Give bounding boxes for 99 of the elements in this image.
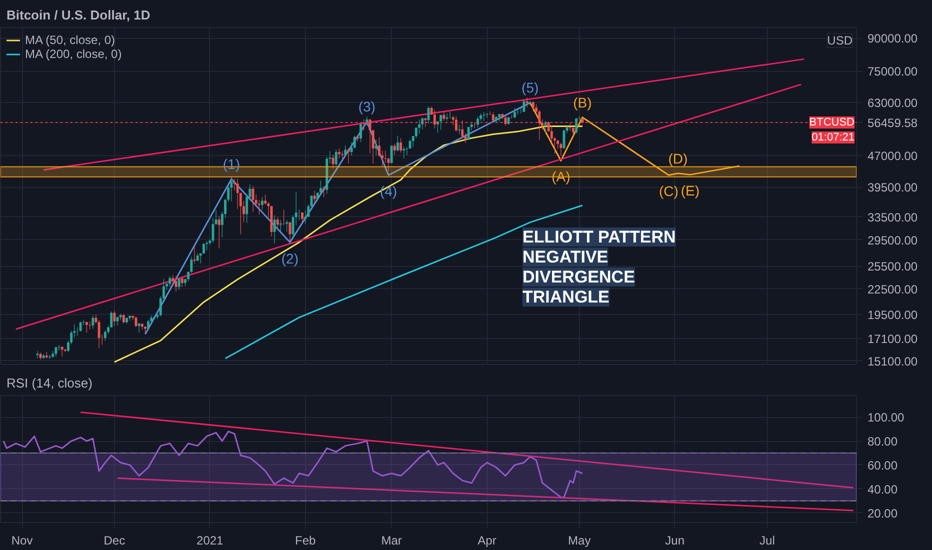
candlestick: [54, 346, 58, 358]
candlestick: [421, 117, 424, 130]
candlestick: [347, 148, 350, 164]
candlestick: [113, 310, 116, 326]
candlestick: [60, 346, 64, 358]
y-tick-label: 33500.00: [868, 210, 918, 224]
candlestick: [138, 322, 140, 333]
candlestick: [79, 320, 82, 332]
candlestick: [393, 143, 396, 156]
annotation: (2): [281, 250, 299, 266]
y-tick-label: 100.00: [868, 410, 905, 425]
candlestick: [334, 149, 338, 167]
annotation: 01:07:21: [812, 132, 855, 144]
candlestick: [92, 315, 94, 330]
line-series: [2, 430, 584, 498]
candlestick: [288, 222, 292, 242]
candlestick: [458, 124, 461, 134]
candlestick: [454, 116, 458, 132]
x-tick-label: Mar: [381, 534, 402, 548]
candlestick: [260, 196, 264, 210]
y-tick-label: 80.00: [868, 434, 898, 449]
y-tick-label: 20.00: [868, 506, 898, 520]
annotation: (C): [658, 183, 678, 200]
candlestick: [206, 240, 208, 251]
candlestick: [433, 109, 436, 129]
candlestick: [400, 138, 402, 153]
y-tick-label: 25500.00: [868, 260, 918, 274]
candlestick: [279, 220, 282, 232]
candlestick: [313, 190, 316, 204]
y-tick-label: 15100.00: [868, 354, 918, 368]
annotation: NEGATIVE: [522, 248, 608, 266]
x-tick-label: May: [568, 534, 591, 548]
annotation: (E): [680, 182, 700, 199]
annotation: (3): [358, 98, 376, 115]
candlestick: [85, 321, 88, 334]
candlestick: [440, 114, 442, 130]
candlestick: [504, 115, 507, 126]
candlestick: [322, 186, 326, 198]
y-tick-label: 39500.00: [868, 180, 918, 195]
annotation: (4): [380, 183, 398, 200]
candlestick: [276, 216, 279, 229]
candlestick: [168, 276, 172, 288]
candlestick: [418, 119, 420, 134]
candlestick: [122, 314, 125, 324]
candlestick: [442, 111, 446, 122]
candlestick: [36, 350, 39, 359]
candlestick: [532, 100, 534, 112]
candlestick: [402, 146, 406, 159]
x-tick-label: Feb: [294, 534, 316, 548]
annotation: (5): [522, 80, 539, 96]
y-tick-label: 56459.58: [868, 116, 918, 130]
candlestick: [513, 108, 516, 118]
y-tick-label: 75000.00: [868, 64, 918, 79]
y-tick-label: 29500.00: [868, 233, 918, 248]
legend-label: MA (200, close, 0): [25, 47, 122, 61]
candlestick: [461, 120, 464, 139]
candlestick: [218, 216, 220, 249]
y-tick-label: 19500.00: [868, 308, 918, 322]
candlestick: [467, 126, 470, 140]
x-tick-label: Nov: [11, 534, 33, 548]
candlestick: [575, 118, 578, 134]
legend-label: MA (50, close, 0): [25, 33, 116, 47]
candlestick: [273, 214, 276, 244]
candlestick: [180, 276, 184, 288]
candlestick: [390, 145, 393, 164]
candlestick: [374, 139, 378, 156]
y-axis-title: USD: [827, 34, 853, 48]
ref-line-label: BTCUSD: [809, 116, 855, 128]
candlestick: [147, 320, 150, 330]
candlestick: [360, 122, 362, 142]
candlestick: [560, 142, 562, 156]
chart-title: RSI (14, close): [6, 376, 92, 390]
x-tick-label: Jun: [665, 534, 685, 548]
candlestick: [338, 148, 340, 159]
candlestick: [572, 126, 574, 136]
annotation: (B): [573, 94, 592, 110]
candlestick: [332, 154, 334, 169]
annotation: ELLIOTT PATTERN: [522, 228, 676, 246]
chart-title: Bitcoin / U.S. Dollar, 1D: [6, 8, 150, 22]
y-tick-label: 60.00: [868, 458, 898, 472]
x-tick-label: Apr: [478, 534, 496, 548]
annotation: (D): [668, 150, 688, 166]
annotation: DIVERGENCE: [522, 268, 635, 286]
y-tick-label: 40.00: [868, 482, 898, 496]
annotation: TRIANGLE: [522, 288, 610, 306]
y-tick-label: 90000.00: [868, 32, 918, 46]
candlestick: [236, 178, 239, 210]
x-tick-label: Dec: [104, 534, 126, 548]
candlestick: [58, 344, 60, 351]
candlestick: [396, 135, 399, 152]
y-tick-label: 63000.00: [868, 96, 918, 110]
y-tick-label: 17100.00: [868, 332, 918, 346]
y-tick-label: 22500.00: [868, 282, 918, 296]
x-tick-label: 2021: [196, 534, 224, 548]
candlestick: [230, 176, 233, 202]
candlestick: [344, 145, 347, 156]
candlestick: [486, 112, 488, 118]
y-tick-label: 47000.00: [868, 149, 918, 164]
x-tick-label: Jul: [760, 534, 775, 548]
